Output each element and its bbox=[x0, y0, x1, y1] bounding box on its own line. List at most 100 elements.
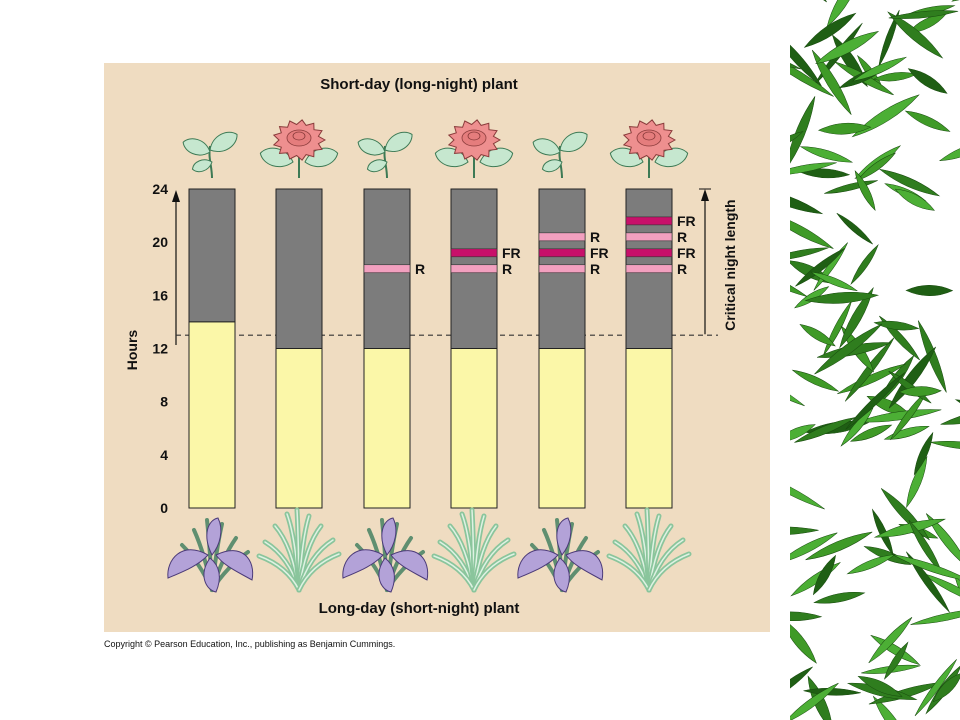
bamboo-leaf bbox=[888, 10, 959, 19]
bamboo-leaf bbox=[790, 666, 813, 704]
bamboo-leaf bbox=[914, 659, 957, 717]
bamboo-leaf bbox=[839, 286, 874, 349]
day-segment bbox=[275, 348, 323, 509]
bamboo-leaf bbox=[868, 682, 943, 705]
bamboo-leaf bbox=[871, 508, 894, 556]
bamboo-leaf bbox=[790, 424, 816, 443]
bamboo-leaf bbox=[854, 170, 876, 211]
flowering-plant-icon bbox=[609, 119, 689, 178]
bamboo-leaf bbox=[851, 94, 920, 138]
bamboo-leaf bbox=[803, 12, 857, 48]
bamboo-leaf bbox=[826, 0, 861, 28]
flowering-plant-icon bbox=[259, 119, 339, 178]
far-red-flash bbox=[625, 216, 673, 226]
bamboo-leaf bbox=[799, 146, 854, 163]
night-segment bbox=[188, 188, 236, 323]
long-day-title: Long-day (short-night) plant bbox=[318, 600, 520, 617]
bamboo-leaf bbox=[790, 28, 822, 87]
day-segment bbox=[538, 348, 586, 509]
bamboo-leaf bbox=[790, 365, 805, 407]
bamboo-leaf bbox=[932, 672, 960, 703]
red-label: R bbox=[590, 229, 600, 245]
bamboo-leaf bbox=[925, 513, 960, 569]
bamboo-leaf bbox=[910, 608, 960, 625]
bamboo-leaf bbox=[878, 9, 900, 68]
bamboo-leaf bbox=[906, 455, 928, 509]
bamboo-leaf bbox=[857, 675, 903, 697]
red-flash bbox=[363, 264, 411, 274]
bamboo-leaf bbox=[790, 96, 816, 170]
bamboo-leaf bbox=[790, 162, 837, 176]
critical-night-label: Critical night length bbox=[722, 199, 738, 330]
y-tick-label: 20 bbox=[152, 234, 168, 250]
bamboo-leaf bbox=[892, 554, 960, 582]
bamboo-leaf bbox=[814, 323, 883, 375]
red-label: R bbox=[415, 261, 425, 277]
seedling-icon bbox=[182, 131, 238, 179]
bamboo-leaf bbox=[794, 286, 830, 309]
copyright-text: Copyright © Pearson Education, Inc., pub… bbox=[104, 639, 396, 649]
bamboo-leaf bbox=[887, 11, 944, 59]
grass-plant-icon bbox=[256, 507, 342, 593]
bamboo-leaf bbox=[812, 554, 836, 596]
bamboo-leaf bbox=[868, 617, 913, 664]
red-flash bbox=[450, 264, 498, 274]
bamboo-leaf bbox=[856, 152, 897, 181]
flowering-plant-icon bbox=[434, 119, 514, 178]
bamboo-leaf bbox=[790, 52, 834, 97]
bamboo-decoration bbox=[790, 0, 960, 720]
bamboo-leaf bbox=[852, 56, 907, 82]
red-flash bbox=[625, 232, 673, 242]
bamboo-leaf bbox=[804, 292, 880, 304]
short-day-title: Short-day (long-night) plant bbox=[320, 76, 518, 93]
bamboo-leaf bbox=[878, 168, 941, 197]
iris-plant-icon bbox=[517, 517, 604, 593]
bamboo-leaf bbox=[917, 320, 947, 393]
far-red-flash bbox=[538, 248, 586, 258]
bamboo-leaf bbox=[795, 248, 845, 287]
bamboo-leaf bbox=[790, 682, 839, 720]
y-tick-label: 16 bbox=[152, 287, 168, 303]
bamboo-leaf bbox=[940, 407, 960, 425]
bamboo-leaf bbox=[817, 122, 872, 135]
bamboo-leaf bbox=[790, 247, 829, 262]
bamboo-leaf bbox=[840, 407, 874, 447]
far-red-label: FR bbox=[677, 245, 696, 261]
y-axis-arrowhead bbox=[172, 190, 180, 202]
far-red-flash bbox=[450, 248, 498, 258]
bamboo-leaf bbox=[873, 72, 918, 82]
red-label: R bbox=[590, 261, 600, 277]
red-label: R bbox=[502, 261, 512, 277]
bamboo-leaf bbox=[790, 472, 825, 510]
bamboo-leaf bbox=[790, 131, 804, 152]
day-segment bbox=[363, 348, 411, 509]
bamboo-leaf bbox=[954, 399, 960, 427]
day-segment bbox=[188, 321, 236, 509]
y-tick-label: 4 bbox=[160, 447, 168, 463]
y-tick-label: 24 bbox=[152, 181, 168, 197]
bamboo-leaf bbox=[799, 324, 836, 347]
bamboo-leaf bbox=[846, 554, 896, 575]
bamboo-leaf bbox=[815, 31, 880, 64]
y-tick-label: 12 bbox=[152, 341, 168, 357]
far-red-flash bbox=[625, 248, 673, 258]
bamboo-leaf bbox=[845, 372, 906, 430]
bamboo-leaf bbox=[811, 49, 852, 115]
bamboo-leaf bbox=[905, 551, 950, 613]
red-label: R bbox=[677, 261, 687, 277]
red-flash bbox=[538, 264, 586, 274]
bamboo-leaf bbox=[873, 320, 920, 331]
bamboo-leaf bbox=[894, 188, 935, 211]
far-red-label: FR bbox=[677, 213, 696, 229]
bamboo-leaf bbox=[794, 417, 856, 443]
bamboo-leaf bbox=[810, 271, 858, 292]
bamboo-leaf bbox=[790, 561, 841, 597]
y-tick-label: 0 bbox=[160, 500, 168, 516]
bamboo-leaf bbox=[844, 337, 895, 402]
bamboo-leaf bbox=[872, 695, 911, 720]
red-flash bbox=[538, 232, 586, 242]
grass-plant-icon bbox=[431, 507, 517, 593]
far-red-label: FR bbox=[502, 245, 521, 261]
y-axis-label: Hours bbox=[124, 330, 140, 371]
day-segment bbox=[450, 348, 498, 509]
